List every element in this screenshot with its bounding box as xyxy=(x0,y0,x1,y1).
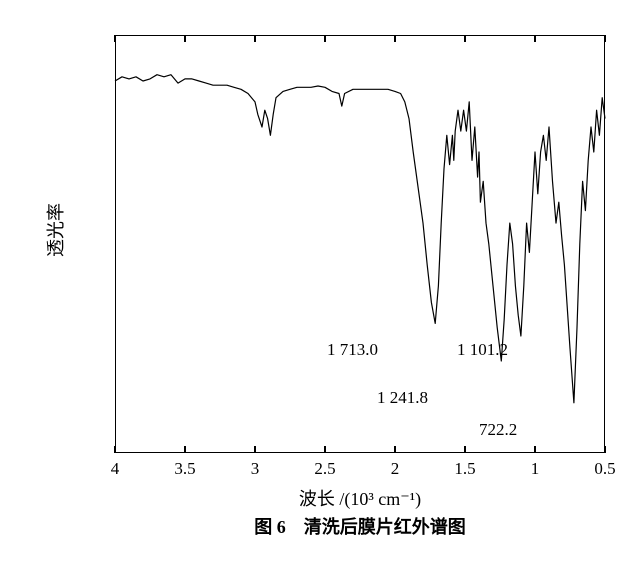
x-tick xyxy=(534,446,536,453)
x-tick xyxy=(394,446,396,453)
peak-label: 1 101.2 xyxy=(457,340,508,360)
x-tick-label: 2 xyxy=(391,459,400,479)
x-tick xyxy=(114,446,116,453)
x-tick-label: 4 xyxy=(111,459,120,479)
peak-label: 1 713.0 xyxy=(327,340,378,360)
x-tick-top xyxy=(324,35,326,42)
x-axis-label: 波长 /(10³ cm⁻¹) xyxy=(299,485,421,511)
x-tick-label: 2.5 xyxy=(314,459,335,479)
x-tick xyxy=(604,446,606,453)
x-tick-label: 3.5 xyxy=(174,459,195,479)
x-tick-top xyxy=(604,35,606,42)
x-tick-top xyxy=(534,35,536,42)
x-tick xyxy=(254,446,256,453)
x-tick-label: 0.5 xyxy=(594,459,615,479)
ir-spectrum-figure: 透光率 波长 /(10³ cm⁻¹) 图 6 清洗后膜片红外谱图 43.532.… xyxy=(20,20,616,549)
x-tick-top xyxy=(394,35,396,42)
x-tick-label: 1 xyxy=(531,459,540,479)
figure-caption: 图 6 清洗后膜片红外谱图 xyxy=(254,513,466,539)
x-tick xyxy=(324,446,326,453)
x-tick-label: 1.5 xyxy=(454,459,475,479)
peak-label: 722.2 xyxy=(479,420,517,440)
x-tick-top xyxy=(464,35,466,42)
x-tick xyxy=(464,446,466,453)
x-tick-top xyxy=(184,35,186,42)
x-tick-label: 3 xyxy=(251,459,260,479)
spectrum-line xyxy=(20,20,610,458)
x-tick xyxy=(184,446,186,453)
x-tick-top xyxy=(114,35,116,42)
x-tick-top xyxy=(254,35,256,42)
peak-label: 1 241.8 xyxy=(377,388,428,408)
